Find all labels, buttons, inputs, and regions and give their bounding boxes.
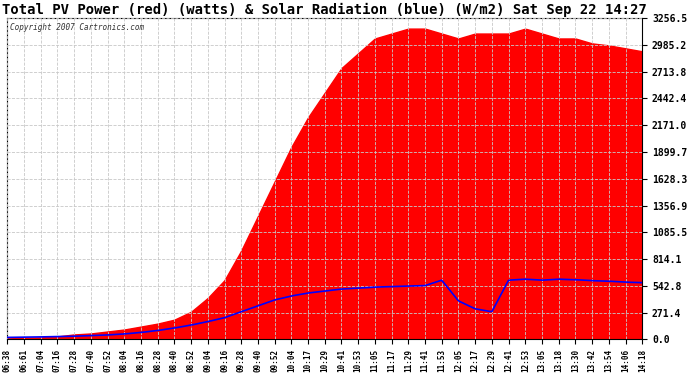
Title: Total PV Power (red) (watts) & Solar Radiation (blue) (W/m2) Sat Sep 22 14:27: Total PV Power (red) (watts) & Solar Rad…	[2, 3, 647, 17]
Text: Copyright 2007 Cartronics.com: Copyright 2007 Cartronics.com	[10, 23, 145, 32]
